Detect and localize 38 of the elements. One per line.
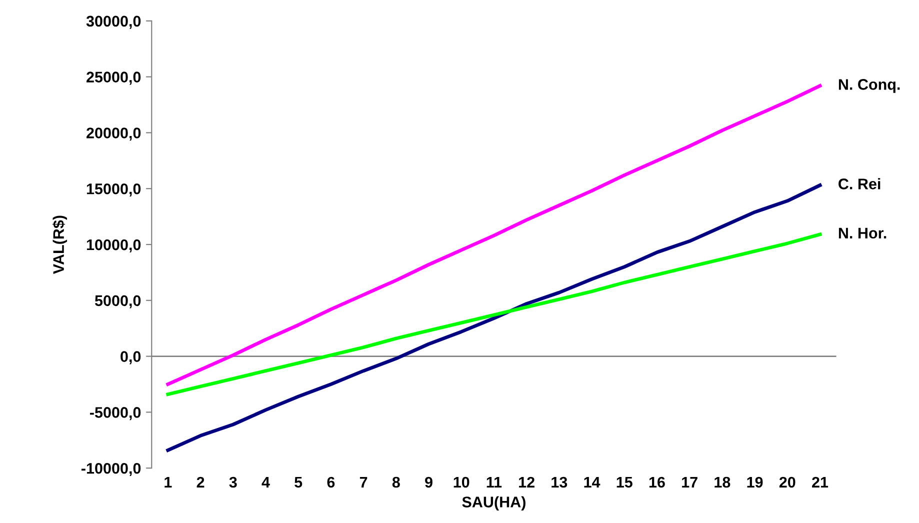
y-tick-label: 0,0: [120, 351, 141, 364]
line-series: [166, 184, 822, 452]
x-tick-label: 18: [714, 476, 730, 488]
y-tick-label: -5000,0: [90, 407, 141, 420]
series-label: N. Hor.: [838, 228, 886, 239]
x-tick-label: 3: [229, 476, 237, 488]
x-tick-label: 7: [360, 476, 368, 488]
x-tick-label: 6: [327, 476, 335, 488]
x-tick-label: 13: [552, 476, 568, 488]
x-tick-label: 10: [454, 476, 470, 488]
y-tick-label: 20000,0: [86, 128, 141, 141]
x-tick-label: 5: [294, 476, 302, 488]
x-tick-label: 20: [779, 476, 796, 488]
x-tick-label: 9: [425, 476, 432, 488]
x-tick-label: 2: [196, 476, 204, 488]
y-tick-label: 5000,0: [94, 295, 141, 308]
x-tick-label: 14: [584, 476, 600, 488]
y-tick-label: 15000,0: [86, 183, 141, 197]
y-tick-label: 10000,0: [86, 239, 141, 252]
x-tick-label: 21: [812, 476, 828, 488]
series-label: N. Conq.: [838, 79, 900, 93]
x-tick-label: 16: [649, 476, 665, 488]
y-tick-label: 25000,0: [86, 72, 141, 85]
x-tick-label: 12: [519, 476, 534, 488]
line-series: [166, 232, 822, 396]
series-label: C. Rei: [838, 178, 880, 190]
y-tick-label: 30000,0: [86, 16, 141, 29]
y-tick-label: -10000,0: [82, 462, 141, 476]
line-series: [166, 84, 822, 386]
x-axis-title: SAU(HA): [462, 496, 526, 510]
x-tick-label: 4: [262, 476, 270, 488]
x-tick-label: 8: [392, 476, 400, 488]
x-tick-label: 15: [616, 476, 632, 488]
y-axis-title: VAL(R$): [52, 216, 68, 274]
x-tick-label: 1: [164, 476, 172, 488]
x-tick-label: 19: [747, 476, 763, 488]
x-tick-label: 17: [682, 476, 698, 488]
x-tick-label: 11: [486, 476, 502, 488]
